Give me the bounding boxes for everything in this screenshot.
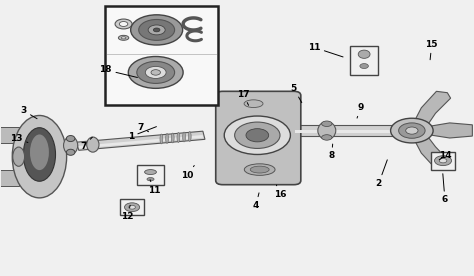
Polygon shape (414, 91, 451, 124)
Circle shape (246, 129, 269, 142)
Ellipse shape (188, 132, 191, 141)
Circle shape (129, 205, 136, 209)
Text: 1: 1 (128, 127, 156, 141)
Ellipse shape (121, 37, 126, 39)
Ellipse shape (118, 35, 129, 40)
Bar (350, 46, 378, 75)
Circle shape (148, 25, 165, 35)
Ellipse shape (13, 147, 25, 166)
Ellipse shape (160, 134, 163, 144)
Ellipse shape (250, 166, 269, 173)
Text: 5: 5 (291, 84, 302, 103)
Circle shape (128, 57, 183, 88)
Ellipse shape (23, 128, 55, 181)
Circle shape (435, 156, 452, 166)
Polygon shape (294, 125, 410, 136)
Text: 7: 7 (80, 137, 92, 151)
Polygon shape (78, 135, 203, 149)
Circle shape (146, 67, 166, 78)
Polygon shape (0, 127, 18, 144)
Circle shape (235, 122, 280, 148)
Text: 4: 4 (253, 193, 259, 210)
Circle shape (131, 15, 182, 45)
FancyBboxPatch shape (216, 91, 301, 185)
Polygon shape (77, 131, 205, 150)
Ellipse shape (147, 177, 154, 181)
Ellipse shape (182, 132, 185, 142)
Ellipse shape (145, 169, 156, 174)
Circle shape (439, 158, 447, 163)
Ellipse shape (244, 100, 263, 108)
Text: 6: 6 (442, 174, 448, 204)
Text: 18: 18 (100, 65, 137, 78)
Ellipse shape (66, 136, 75, 142)
Circle shape (154, 28, 160, 32)
Ellipse shape (360, 63, 368, 68)
Circle shape (137, 62, 174, 83)
Bar (105, 6, 218, 105)
Polygon shape (414, 137, 451, 169)
Ellipse shape (318, 122, 336, 139)
Ellipse shape (171, 133, 174, 143)
Text: 16: 16 (274, 185, 287, 199)
Text: 11: 11 (148, 180, 161, 195)
Text: 14: 14 (438, 151, 451, 160)
Bar (431, 152, 456, 169)
Text: 11: 11 (308, 43, 343, 57)
Circle shape (399, 123, 425, 138)
Ellipse shape (12, 115, 67, 198)
Bar (120, 199, 144, 216)
Circle shape (224, 116, 291, 155)
Ellipse shape (321, 135, 332, 140)
Polygon shape (295, 130, 409, 133)
Polygon shape (428, 123, 473, 138)
Ellipse shape (66, 149, 75, 155)
Text: 15: 15 (426, 40, 438, 60)
Circle shape (406, 127, 418, 134)
Ellipse shape (64, 137, 78, 154)
Text: 10: 10 (181, 166, 194, 180)
Circle shape (115, 19, 132, 29)
Ellipse shape (30, 134, 49, 170)
Bar (137, 165, 164, 185)
Ellipse shape (244, 164, 275, 175)
Text: 12: 12 (121, 205, 134, 221)
Ellipse shape (358, 50, 370, 58)
Text: 17: 17 (237, 90, 249, 105)
Ellipse shape (165, 134, 168, 144)
Text: 9: 9 (357, 103, 364, 118)
Text: 2: 2 (376, 160, 387, 188)
Ellipse shape (321, 121, 332, 126)
Text: 3: 3 (20, 106, 37, 119)
Ellipse shape (177, 132, 180, 142)
Circle shape (139, 20, 174, 40)
Circle shape (125, 203, 140, 212)
Polygon shape (0, 170, 18, 186)
Circle shape (391, 118, 433, 143)
Text: 13: 13 (10, 134, 28, 142)
Circle shape (119, 22, 128, 26)
Text: 8: 8 (328, 144, 335, 160)
Text: 7: 7 (137, 123, 148, 132)
Circle shape (151, 70, 160, 75)
Ellipse shape (87, 137, 99, 152)
